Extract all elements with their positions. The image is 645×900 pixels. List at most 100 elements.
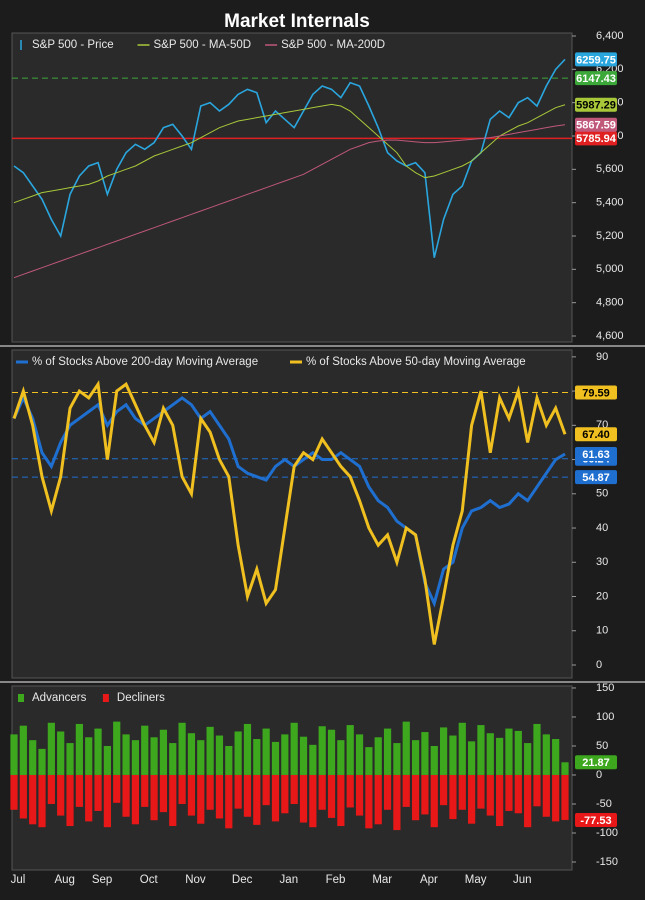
y-tick-label: 20 (596, 590, 608, 602)
y-tick-label: -100 (596, 827, 618, 839)
value-tag-box (575, 812, 617, 827)
y-tick-label: 40 (596, 522, 608, 534)
bar (337, 774, 345, 827)
x-tick-label: Oct (140, 874, 159, 886)
bar (439, 727, 448, 775)
bar (215, 774, 224, 819)
bar (271, 774, 280, 822)
bar (262, 728, 270, 775)
series-line (12, 380, 567, 645)
bar (309, 774, 317, 828)
legend-swatch (18, 694, 24, 702)
plot-area (11, 32, 573, 343)
bar (178, 722, 186, 775)
bar (290, 774, 298, 804)
bar (411, 774, 420, 821)
bar (486, 733, 494, 775)
bar (477, 725, 485, 775)
bar (449, 735, 457, 775)
bar (552, 739, 560, 775)
bar (355, 774, 364, 816)
bar (477, 774, 485, 809)
y-tick-label: 30 (596, 556, 608, 568)
bar (187, 733, 196, 775)
bar (281, 774, 289, 814)
bar (47, 722, 55, 775)
value-tag-box (575, 52, 617, 67)
bar (365, 774, 373, 829)
bar (496, 737, 504, 775)
bar (243, 774, 252, 817)
value-tag: 5867.59 (576, 120, 616, 132)
bar (439, 774, 448, 806)
x-tick-label: Dec (232, 874, 253, 886)
bar (449, 774, 457, 820)
bar (150, 774, 158, 821)
bar (253, 739, 261, 775)
y-tick-label: 5,600 (596, 163, 624, 175)
value-tag: 5785.94 (576, 133, 617, 145)
bar (514, 730, 522, 775)
bar (94, 728, 102, 775)
y-tick-label: 0 (596, 769, 602, 781)
bar (561, 762, 569, 775)
legend-label: % of Stocks Above 200-day Moving Average (32, 356, 258, 368)
bar (281, 734, 289, 775)
value-tag-box (575, 755, 617, 770)
bar (187, 774, 196, 816)
bar (299, 774, 308, 823)
value-tag: 6259.75 (576, 54, 616, 66)
series-line (12, 394, 566, 608)
value-tag: 5987.29 (576, 100, 616, 112)
bar (496, 774, 504, 827)
x-tick-label: Mar (372, 874, 392, 886)
bar (234, 774, 242, 809)
bar (552, 774, 560, 822)
bar (318, 774, 326, 810)
value-tag-box (575, 117, 617, 132)
bar (19, 774, 27, 819)
bar (169, 743, 177, 775)
bar (57, 731, 65, 775)
x-tick-label: Apr (420, 874, 438, 886)
series-line (13, 124, 566, 279)
bar (38, 748, 46, 775)
bar (309, 744, 317, 775)
bar (365, 747, 373, 775)
legend-label: % of Stocks Above 50-day Moving Average (306, 356, 526, 368)
x-tick-label: Nov (185, 874, 206, 886)
bar (75, 774, 83, 807)
x-tick-label: Feb (326, 874, 346, 886)
value-tag: -77.53 (580, 815, 611, 827)
bar (47, 774, 55, 804)
value-tag-box (575, 131, 617, 146)
bar (225, 745, 233, 775)
y-tick-label: 0 (596, 659, 602, 671)
bar (57, 774, 65, 816)
bar (85, 737, 93, 775)
x-tick-label: Jun (513, 874, 532, 886)
legend-label: S&P 500 - Price (32, 39, 114, 51)
bar (533, 774, 541, 807)
bar (346, 774, 354, 808)
bar (10, 734, 18, 775)
y-tick-label: -50 (596, 798, 612, 810)
y-tick-label: 4,800 (596, 297, 624, 309)
bar (169, 774, 177, 827)
y-tick-label: 50 (596, 488, 608, 500)
bar (542, 774, 550, 817)
legend-swatch (102, 694, 109, 702)
bar (430, 774, 438, 828)
value-tag-box (575, 470, 617, 485)
bar (468, 741, 476, 775)
bar (29, 774, 37, 825)
y-tick-label: -150 (596, 856, 618, 868)
bar (122, 774, 130, 817)
bar (131, 740, 140, 775)
bar (383, 774, 392, 810)
bar (411, 740, 420, 775)
bar (85, 774, 93, 822)
bar (337, 740, 345, 775)
